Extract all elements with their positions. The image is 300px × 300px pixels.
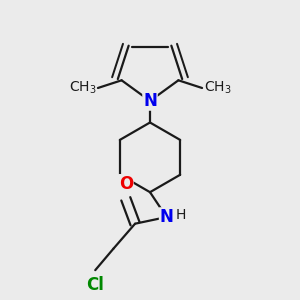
Text: CH$_3$: CH$_3$ <box>69 80 96 96</box>
Text: Cl: Cl <box>86 276 104 294</box>
Text: N: N <box>160 208 173 226</box>
Text: N: N <box>143 92 157 110</box>
Text: H: H <box>176 208 186 222</box>
Text: O: O <box>119 175 133 193</box>
Text: CH$_3$: CH$_3$ <box>204 80 231 96</box>
